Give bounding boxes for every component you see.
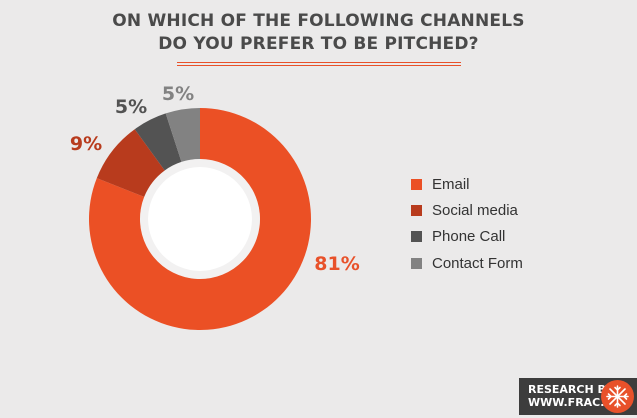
donut-hole — [148, 167, 252, 271]
legend-swatch — [411, 231, 422, 243]
slice-contact-form — [165, 108, 200, 162]
slice-email — [89, 108, 312, 330]
legend-label: Phone Call — [432, 228, 506, 246]
chart-title: ON WHICH OF THE FOLLOWING CHANNELS DO YO… — [0, 10, 637, 56]
slice-social-media — [96, 129, 165, 197]
title-line-1: ON WHICH OF THE FOLLOWING CHANNELS — [112, 11, 525, 31]
label-phone-call: 5% — [115, 96, 147, 118]
fractl-logo-icon — [601, 380, 634, 413]
legend-swatch — [411, 178, 422, 190]
title-underline — [177, 62, 461, 66]
label-social-media: 9% — [70, 133, 102, 155]
slice-phone-call — [134, 113, 182, 171]
donut-inner-ring — [140, 159, 260, 279]
label-contact-form: 5% — [162, 83, 194, 105]
legend-item-phone-call: Phone Call — [411, 224, 523, 250]
legend-swatch — [411, 204, 422, 216]
badge-line-2: WWW.FRAC.TL — [528, 396, 619, 409]
legend-label: Contact Form — [432, 254, 523, 272]
research-by-badge[interactable]: RESEARCH BY WWW.FRAC.TL — [519, 378, 637, 415]
legend-label: Social media — [432, 201, 518, 219]
title-line-2: DO YOU PREFER TO BE PITCHED? — [158, 34, 479, 54]
legend-swatch — [411, 257, 422, 269]
legend-label: Email — [432, 175, 470, 193]
legend: Email Social media Phone Call Contact Fo… — [411, 171, 523, 276]
legend-item-email: Email — [411, 171, 523, 197]
badge-text: RESEARCH BY WWW.FRAC.TL — [528, 383, 619, 409]
legend-item-social-media: Social media — [411, 197, 523, 223]
legend-item-contact-form: Contact Form — [411, 250, 523, 276]
badge-line-1: RESEARCH BY — [528, 383, 614, 396]
label-email: 81% — [314, 253, 359, 275]
